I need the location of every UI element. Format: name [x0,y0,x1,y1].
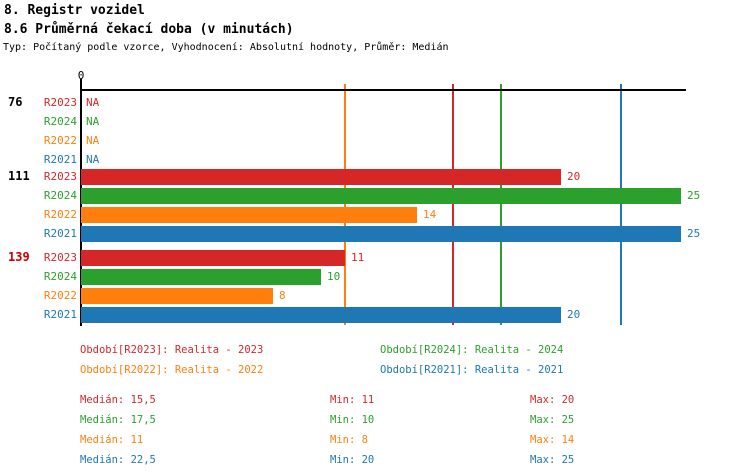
series-label: R2024 [43,115,77,128]
bar-value-label: 20 [567,170,581,183]
bar [81,207,417,223]
bar-value-label: 20 [567,308,581,321]
stat-min: Min: 8 [330,434,368,446]
series-label: R2024 [43,270,77,283]
stat-min: Min: 11 [330,394,375,406]
bar-value-label: 10 [327,270,341,283]
bar [81,250,345,266]
stat-median: Medián: 11 [80,434,144,446]
series-label: R2024 [43,189,77,202]
na-value: NA [86,115,100,128]
bar [81,269,321,285]
series-label: R2021 [43,153,77,166]
series-label: R2021 [43,227,77,240]
group-label: 76 [8,95,23,109]
bar [81,188,681,204]
series-label: R2022 [43,134,77,147]
bar-value-label: 11 [351,251,365,264]
na-value: NA [86,96,100,109]
chart-meta: Typ: Počítaný podle vzorce, Vyhodnocení:… [3,42,449,53]
bar [81,226,681,242]
bar-value-label: 25 [687,189,701,202]
legend-item: Období[R2022]: Realita - 2022 [80,364,264,376]
bar [81,288,273,304]
series-label: R2021 [43,308,77,321]
median-line [452,84,454,325]
legend-item: Období[R2023]: Realita - 2023 [80,344,264,356]
bar-value-label: 25 [687,227,701,240]
median-line [620,84,622,325]
stat-max: Max: 20 [530,394,575,406]
bar [81,307,561,323]
na-value: NA [86,134,100,147]
bar-value-label: 8 [279,289,286,302]
axis-line-x [80,89,686,91]
series-label: R2022 [43,289,77,302]
stat-median: Medián: 17,5 [80,414,156,426]
bar [81,169,561,185]
series-label: R2023 [43,96,77,109]
series-label: R2023 [43,251,77,264]
stat-median: Medián: 15,5 [80,394,156,406]
stat-max: Max: 14 [530,434,575,446]
stat-max: Max: 25 [530,414,575,426]
axis-zero-label: 0 [77,69,85,82]
group-label: 111 [8,169,30,183]
median-line [500,84,502,325]
na-value: NA [86,153,100,166]
legend-item: Období[R2021]: Realita - 2021 [380,364,564,376]
series-label: R2023 [43,170,77,183]
stat-max: Max: 25 [530,454,575,466]
report-title: 8. Registr vozidel [4,3,145,18]
stat-min: Min: 20 [330,454,375,466]
series-label: R2022 [43,208,77,221]
group-label: 139 [8,250,30,264]
median-line [344,84,346,325]
stat-min: Min: 10 [330,414,375,426]
stat-median: Medián: 22,5 [80,454,156,466]
bar-value-label: 14 [423,208,437,221]
chart-title: 8.6 Průměrná čekací doba (v minutách) [4,22,294,37]
legend-item: Období[R2024]: Realita - 2024 [380,344,564,356]
